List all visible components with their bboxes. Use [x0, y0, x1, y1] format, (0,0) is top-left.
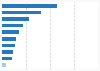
Bar	[2, 4, 57, 8]
Bar	[2, 37, 16, 41]
Bar	[2, 11, 41, 14]
Bar	[2, 30, 19, 34]
Bar	[2, 17, 29, 21]
Bar	[2, 24, 23, 27]
Bar	[2, 57, 12, 60]
Bar	[2, 63, 6, 67]
Bar	[2, 50, 14, 54]
Bar	[2, 44, 15, 47]
